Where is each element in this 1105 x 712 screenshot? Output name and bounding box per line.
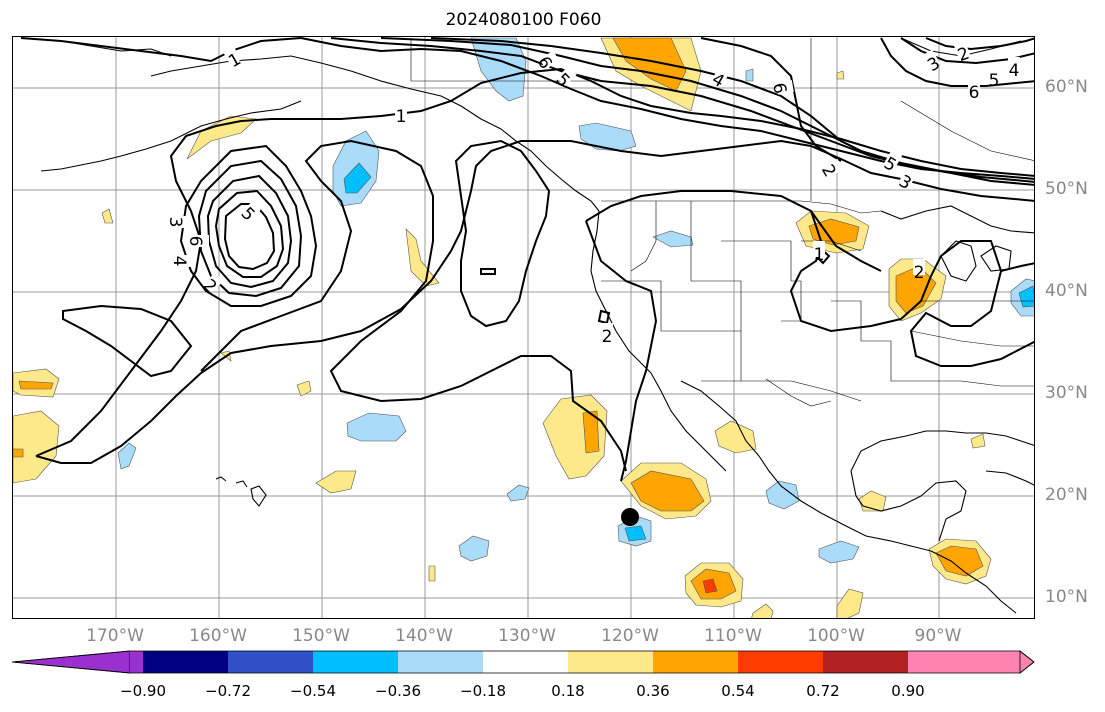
contour-label-background [898,167,918,188]
contour-label: 2 [914,263,925,283]
contour-label-background [953,39,971,59]
latitude-label: 30°N [1045,383,1088,403]
contour-label-background [968,79,980,95]
longitude-label: 110°W [704,626,762,646]
colorbar-segment [143,651,228,673]
contour-label: 6 [969,83,980,103]
colorbar-segment [228,651,313,673]
colorbar-segment [738,651,823,673]
colorbar-extend-max [1019,650,1035,674]
contour-label-background [395,103,407,119]
colorbar-segment [823,651,908,673]
contour-label-background [203,272,224,293]
colorbar-tick-label: 0.54 [721,682,755,700]
contour-label: 3 [924,53,943,76]
latitude-label: 40°N [1045,281,1088,301]
colorbar-segment [908,651,1020,673]
colorbar-tick-label: −0.18 [460,682,506,700]
storm-center-marker [621,508,639,526]
latitude-label: 10°N [1045,587,1088,607]
graticule [13,37,1034,618]
latitude-label: 50°N [1045,179,1088,199]
colorbar [11,650,1035,674]
contour-label-background [883,149,903,170]
colorbar-segment [398,651,483,673]
contour-label: 5 [989,71,1000,91]
contour-label-background [776,80,794,95]
contour-label-background [539,50,560,70]
negative-anomaly-shading [117,37,1034,564]
contour-label: 3 [165,217,185,228]
colorbar-extend-min [11,650,131,674]
longitude-label: 120°W [601,626,659,646]
contour-label: 2 [817,161,840,180]
contour-label: 5 [237,204,259,226]
contour-label-background [222,45,242,66]
contour-label-background [913,259,925,275]
longitude-label: 140°W [395,626,453,646]
contour-label-background [601,323,613,339]
contour-label-background [241,200,262,221]
contour-label: 4 [169,256,189,267]
colorbar-tick-label: −0.54 [290,682,336,700]
contour-label: 1 [396,107,407,127]
contour-label-background [921,49,941,70]
map-title: 2024080100 F060 [445,10,602,30]
colorbar-segment [130,651,143,673]
contour-label: 2 [602,327,613,347]
contour-label: 1 [814,245,825,265]
colorbar-tick-label: −0.90 [120,682,166,700]
contour-label-background [711,65,731,86]
colorbar-outline [11,650,1035,674]
colorbar-segment [483,651,568,673]
colorbar-segment [313,651,398,673]
longitude-label: 160°W [189,626,247,646]
colorbar-tick-label: 0.36 [636,682,670,700]
contour-label-background [173,216,189,228]
contour-label: 6 [185,236,205,247]
contour-label-background [1008,57,1020,73]
colorbar-segment [568,651,653,673]
longitude-label: 130°W [498,626,556,646]
colorbar-tick-label: 0.18 [551,682,585,700]
latitude-label: 60°N [1045,77,1088,97]
coastlines [40,37,1034,614]
contour-label-background [823,158,844,178]
contour-label-background [193,235,209,247]
contour-label: 2 [199,276,221,298]
colorbar-tick-label: 0.72 [806,682,840,700]
contour-label-background [177,255,193,267]
colorbar-tick-label: −0.72 [205,682,251,700]
height-contours [20,37,1034,482]
contour-label-background [813,241,825,257]
contour-label: 4 [1009,61,1020,81]
contour-label: 6 [768,81,790,95]
colorbar-segment [653,651,738,673]
longitude-label: 90°W [914,626,962,646]
colorbar-tick-label: −0.36 [375,682,421,700]
longitude-label: 150°W [292,626,350,646]
positive-anomaly-shading [13,37,992,618]
political-borders [410,38,1034,407]
contour-label-background [988,67,1000,83]
longitude-label: 100°W [807,626,865,646]
latitude-label: 20°N [1045,485,1088,505]
longitude-label: 170°W [86,626,144,646]
contour-label-background [556,66,577,87]
colorbar-tick-label: 0.90 [891,682,925,700]
